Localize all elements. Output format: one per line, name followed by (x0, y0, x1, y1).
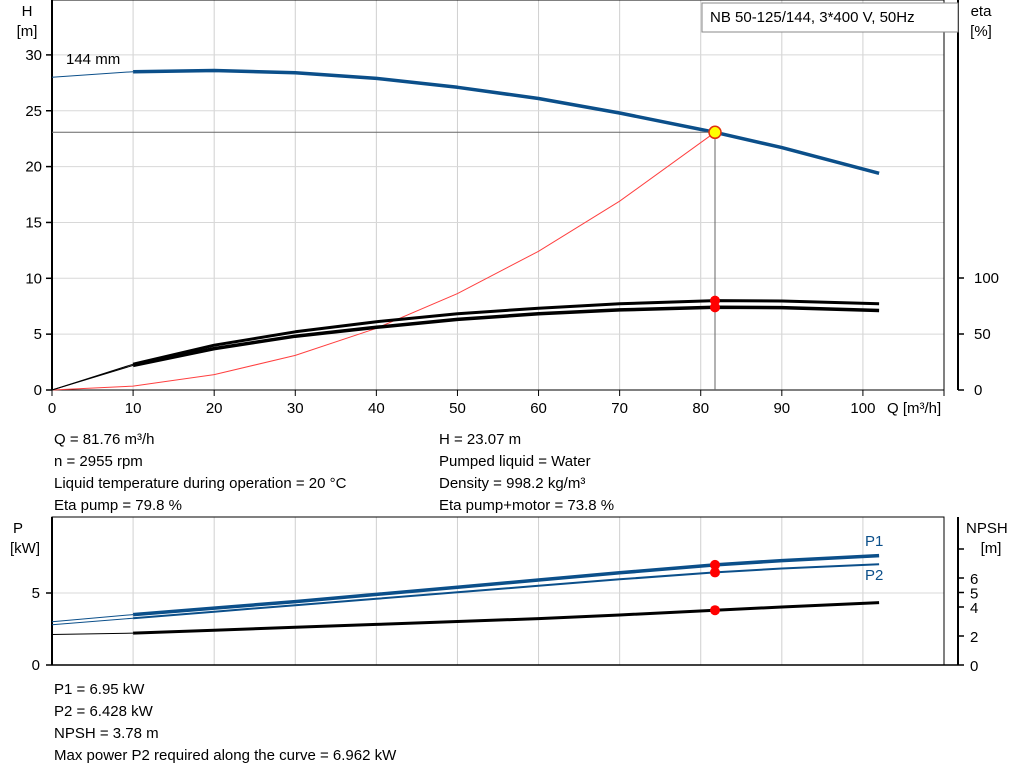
y-axis-label: P (13, 520, 23, 537)
p1-curve (132, 553, 880, 617)
info-head: H = 23.07 m (439, 431, 522, 448)
plot-frame (51, 0, 945, 391)
x-tick-label: 80 (692, 400, 709, 417)
info-top-right: H = 23.07 m Pumped liquid = Water Densit… (439, 429, 614, 517)
info-eta-pump-motor: Eta pump+motor = 73.8 % (439, 497, 615, 514)
x-tick-label: 70 (611, 400, 628, 417)
info-bottom: P1 = 6.95 kW P2 = 6.428 kW NPSH = 3.78 m… (54, 679, 396, 767)
eta-pump-point (709, 295, 720, 306)
npsh-curve-extension (51, 632, 134, 635)
duty-point-marker (708, 125, 722, 140)
info-density: Density = 998.2 kg/m³ (439, 475, 586, 492)
x-tick-label: 30 (287, 400, 304, 417)
y-right-tick-label: 100 (974, 270, 999, 287)
info-eta-pump: Eta pump = 79.8 % (54, 497, 182, 514)
y-tick-label: 5 (34, 326, 42, 343)
p2-label: P2 (865, 567, 883, 584)
y-right-tick-label: 4 (970, 600, 978, 617)
y-tick-label: 30 (25, 47, 42, 64)
x-axis-label: Q [m³/h] (887, 400, 941, 417)
npsh-curve (133, 601, 880, 635)
chart-title: NB 50-125/144, 3*400 V, 50Hz (710, 9, 915, 26)
y-right-tick-label: 5 (970, 586, 978, 603)
y-right-tick-label: 2 (970, 629, 978, 646)
x-tick-label: 0 (48, 400, 56, 417)
info-temperature: Liquid temperature during operation = 20… (54, 475, 347, 492)
info-npsh: NPSH = 3.78 m (54, 725, 159, 742)
impeller-label: 144 mm (66, 51, 120, 68)
p2-curve-extension (51, 617, 134, 626)
y-tick-label: 5 (32, 585, 40, 602)
y-right-axis-label: [m] (981, 540, 1002, 557)
x-tick-label: 40 (368, 400, 385, 417)
x-tick-label: 60 (530, 400, 547, 417)
info-p2: P2 = 6.428 kW (54, 703, 153, 720)
head-curve (133, 68, 880, 175)
y-right-tick-label: 6 (970, 571, 978, 588)
y-right-tick-label: 0 (970, 658, 978, 675)
y-tick-label: 0 (32, 657, 40, 674)
y-right-axis-label: NPSH (966, 520, 1008, 537)
head-curve-extension (51, 71, 134, 78)
eta-pump-curve-extension (51, 363, 134, 391)
x-tick-label: 100 (850, 400, 875, 417)
info-max-power: Max power P2 required along the curve = … (54, 747, 397, 764)
info-p1: P1 = 6.95 kW (54, 681, 145, 698)
p1-curve-extension (51, 614, 134, 623)
y-axis-label: [m] (17, 23, 38, 40)
y-tick-label: 20 (25, 159, 42, 176)
y-axis-label: H (22, 3, 33, 20)
eta-pump-curve (132, 299, 880, 366)
x-tick-label: 20 (206, 400, 223, 417)
y-right-axis-label: eta (971, 3, 993, 20)
info-top-left: Q = 81.76 m³/h n = 2955 rpm Liquid tempe… (54, 429, 346, 517)
p2-point (709, 567, 720, 578)
legend-box (701, 2, 959, 33)
y-tick-label: 0 (34, 382, 42, 399)
p1-point (709, 559, 720, 570)
y-tick-label: 15 (25, 214, 42, 231)
npsh-point (709, 605, 720, 616)
info-speed: n = 2955 rpm (54, 453, 143, 470)
p2-curve (133, 563, 880, 620)
y-right-tick-label: 50 (974, 326, 991, 343)
y-axis-label: [kW] (10, 540, 40, 557)
p1-label: P1 (865, 533, 883, 550)
info-liquid: Pumped liquid = Water (439, 453, 591, 470)
system-curve (51, 131, 716, 391)
y-right-axis-label: [%] (970, 23, 992, 40)
plot-frame (51, 516, 945, 666)
info-q: Q = 81.76 m³/h (54, 431, 155, 448)
y-tick-label: 25 (25, 103, 42, 120)
x-tick-label: 10 (125, 400, 142, 417)
y-right-tick-label: 0 (974, 382, 982, 399)
x-tick-label: 50 (449, 400, 466, 417)
y-tick-label: 10 (25, 270, 42, 287)
eta-pump-motor-curve (132, 305, 880, 368)
x-tick-label: 90 (773, 400, 790, 417)
